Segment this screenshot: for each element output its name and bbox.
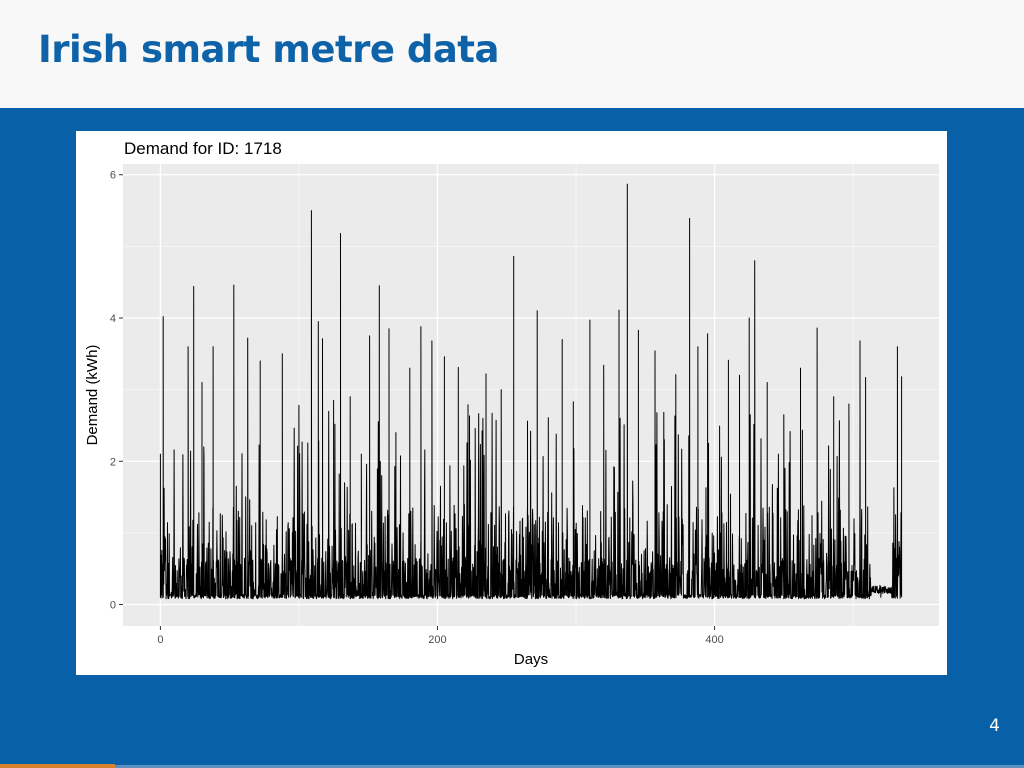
footer-accent-bar [0,764,115,768]
slide-header: Irish smart metre data [0,0,1024,108]
demand-chart: 0 200 400 0 2 4 6 Demand for ID: 1718 Days Dem… [84,139,939,668]
y-tick-label: 0 [110,600,116,612]
page-number: 4 [989,716,1000,736]
y-tick-label: 4 [110,313,116,325]
slide-title: Irish smart metre data [38,28,499,71]
chart-panel: 0 200 400 0 2 4 6 Demand for ID: 1718 Days Dem… [76,131,947,675]
y-tick-label: 2 [110,456,116,468]
axes: 0 200 400 0 2 4 6 [110,170,724,646]
y-axis-label: Demand (kWh) [84,345,101,446]
demand-series-line [159,183,903,600]
chart-title: Demand for ID: 1718 [124,139,282,158]
x-tick-label: 0 [157,634,163,646]
x-axis-label: Days [514,651,548,668]
x-tick-label: 200 [428,634,446,646]
y-tick-label: 6 [110,170,116,182]
footer-line [115,765,1024,768]
x-tick-label: 400 [705,634,723,646]
